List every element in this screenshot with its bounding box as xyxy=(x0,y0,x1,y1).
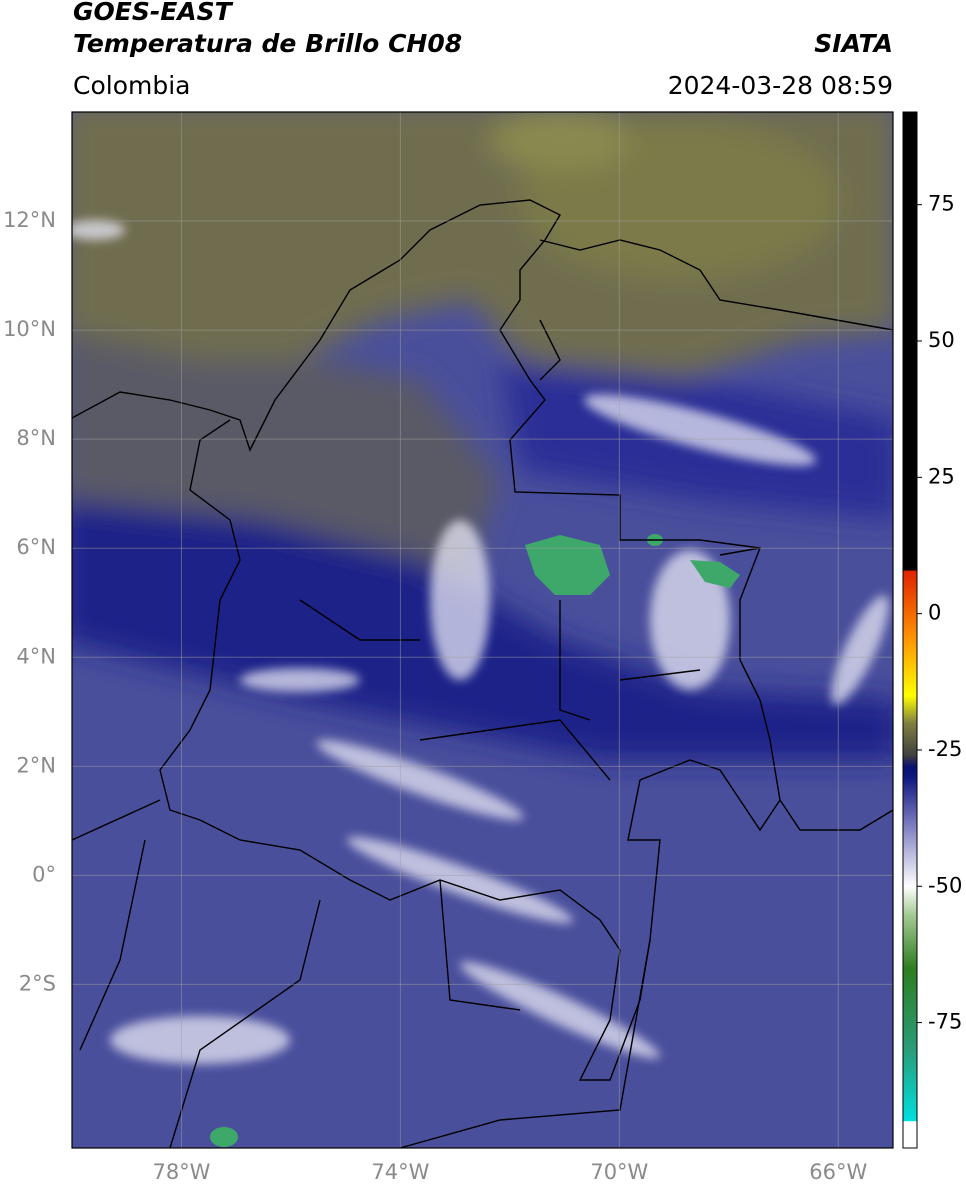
colorbar-segment xyxy=(903,695,917,724)
colorbar-segment xyxy=(903,640,917,696)
colorbar-segment xyxy=(903,755,917,767)
x-tick-label: 78°W xyxy=(152,1160,210,1184)
region: Colombia xyxy=(73,71,190,100)
colorbar-tick-label: -75 xyxy=(928,1010,962,1034)
y-tick-label: 12°N xyxy=(3,208,56,232)
x-tick-label: 70°W xyxy=(590,1160,648,1184)
colorbar-segment xyxy=(903,913,917,969)
colorbar-tick-label: 25 xyxy=(928,464,955,488)
subtitle: Temperatura de Brillo CH08 xyxy=(73,29,462,58)
colorbar-segment xyxy=(903,1049,917,1122)
y-tick-label: 4°N xyxy=(16,644,56,668)
colorbar-tick-label: 75 xyxy=(928,192,955,216)
colorbar-tick-label: 0 xyxy=(928,601,941,625)
title: GOES-EAST xyxy=(73,0,234,26)
colorbar-segment xyxy=(903,1120,917,1149)
colorbar-segment xyxy=(903,570,917,642)
colorbar-segment xyxy=(903,766,917,778)
y-tick-label: 8°N xyxy=(16,426,56,450)
x-tick-label: 74°W xyxy=(371,1160,429,1184)
y-tick-label: 10°N xyxy=(3,317,56,341)
colorbar-segment xyxy=(903,968,917,1051)
y-tick-label: 0° xyxy=(32,862,56,886)
y-tick-label: 6°N xyxy=(16,535,56,559)
satellite-image xyxy=(72,112,893,1148)
x-tick-label: 66°W xyxy=(809,1160,867,1184)
y-tick-label: 2°S xyxy=(19,971,56,995)
colorbar-tick-label: 50 xyxy=(928,328,955,352)
colorbar-segment xyxy=(903,722,917,756)
colorbar-segment xyxy=(903,886,917,915)
colorbar-tick-label: -25 xyxy=(928,737,962,761)
y-tick-label: 2°N xyxy=(16,753,56,777)
colorbar-tick-label: -50 xyxy=(928,873,962,897)
map-frame xyxy=(71,111,894,1149)
colorbar-segment xyxy=(903,831,917,887)
timestamp: 2024-03-28 08:59 xyxy=(668,71,893,100)
colorbar-frame xyxy=(902,111,918,1149)
colorbar-segment xyxy=(903,112,917,571)
colorbar-segment xyxy=(903,777,917,833)
source: SIATA xyxy=(814,29,893,58)
